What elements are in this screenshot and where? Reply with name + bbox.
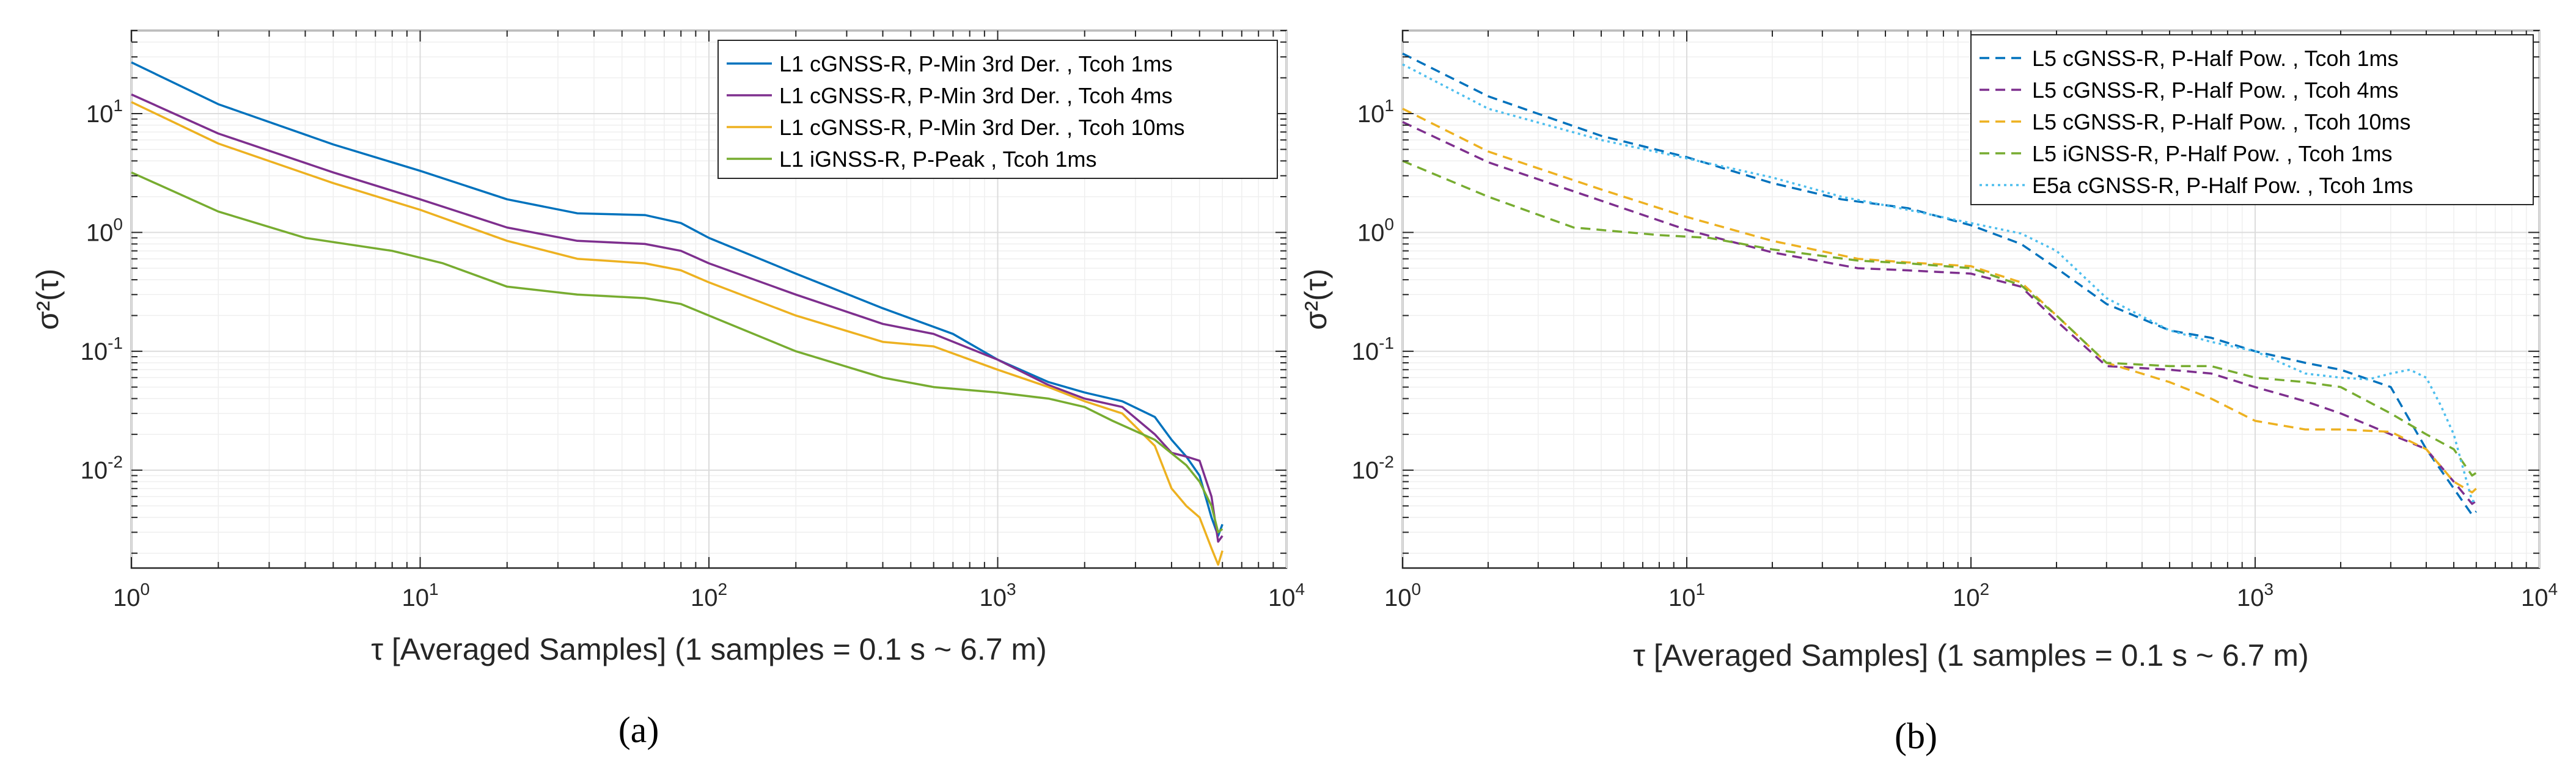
- legend-label-2: L5 cGNSS-R, P-Half Pow. , Tcoh 4ms: [2032, 78, 2399, 103]
- x-axis-label: τ [Averaged Samples] (1 samples = 0.1 s …: [1633, 638, 2308, 672]
- panel-label: (a): [618, 710, 659, 750]
- series-line-4: [131, 171, 1224, 534]
- legend-label-4: L1 iGNSS-R, P-Peak , Tcoh 1ms: [779, 147, 1097, 172]
- series-line-3: [131, 101, 1224, 566]
- panel-label: (b): [1895, 716, 1937, 756]
- x-tick-label: 100: [1384, 580, 1421, 611]
- legend-label-4: L5 iGNSS-R, P-Half Pow. , Tcoh 1ms: [2032, 141, 2393, 166]
- series-line-1: [131, 61, 1224, 538]
- legend-box: [717, 40, 1278, 179]
- y-axis-label: σ²(τ): [1299, 269, 1333, 330]
- legend-box: [1970, 34, 2534, 205]
- series-line-5: [1402, 63, 2476, 502]
- series-line-2: [131, 93, 1224, 543]
- legend-label-3: L5 cGNSS-R, P-Half Pow. , Tcoh 10ms: [2032, 109, 2411, 134]
- series-line-4: [1402, 159, 2477, 477]
- x-tick-label: 102: [691, 580, 727, 611]
- legend: L1 cGNSS-R, P-Min 3rd Der. , Tcoh 1ms L1 …: [717, 40, 1278, 179]
- legend-label-5: E5a cGNSS-R, P-Half Pow. , Tcoh 1ms: [2032, 173, 2413, 198]
- x-tick-label: 104: [2521, 580, 2558, 611]
- legend: L5 cGNSS-R, P-Half Pow. , Tcoh 1ms L5 cGN…: [1970, 34, 2534, 205]
- legend-label-2: L1 cGNSS-R, P-Min 3rd Der. , Tcoh 4ms: [779, 83, 1173, 108]
- legend-label-1: L1 cGNSS-R, P-Min 3rd Der. , Tcoh 1ms: [779, 51, 1173, 76]
- x-axis-label: τ [Averaged Samples] (1 samples = 0.1 s …: [371, 632, 1046, 666]
- legend-label-3: L1 cGNSS-R, P-Min 3rd Der. , Tcoh 10ms: [779, 115, 1185, 140]
- y-axis-label: σ²(τ): [31, 269, 65, 330]
- x-tick-label: 102: [1953, 580, 1989, 611]
- legend-label-1: L5 cGNSS-R, P-Half Pow. , Tcoh 1ms: [2032, 46, 2399, 71]
